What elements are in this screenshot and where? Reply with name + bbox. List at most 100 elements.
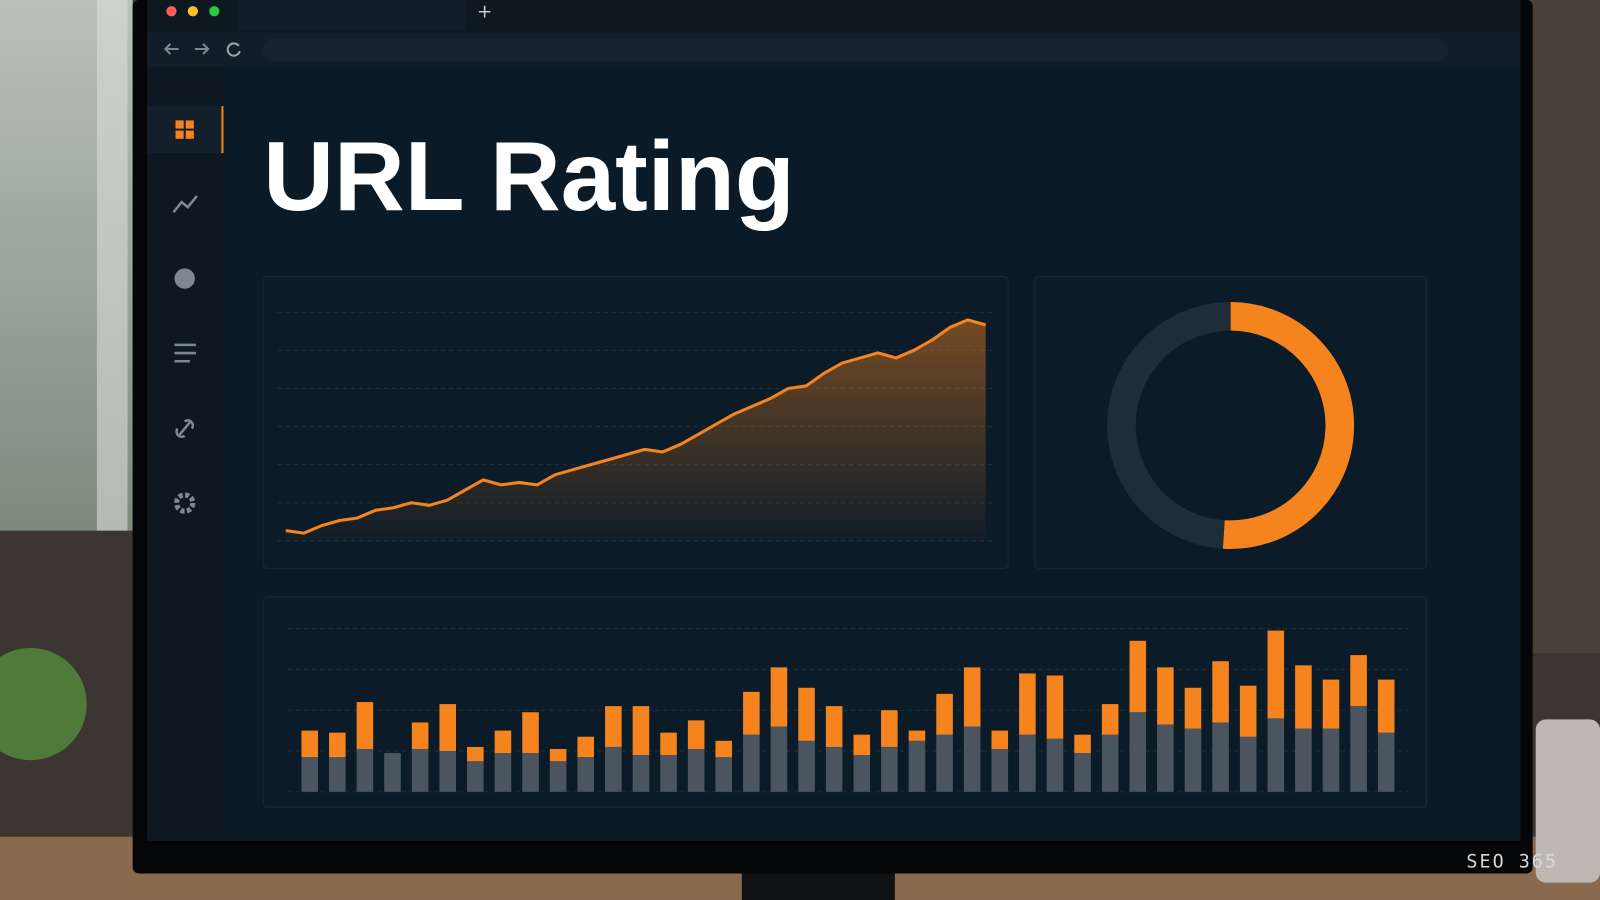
bar-segment: [715, 757, 733, 792]
bar-segment: [1377, 679, 1395, 733]
back-button[interactable]: [163, 43, 179, 55]
bar-segment: [715, 740, 733, 758]
bar-segment: [467, 746, 484, 762]
active-indicator: [221, 106, 224, 154]
bar-segment: [467, 761, 484, 792]
donut-segment: [1222, 302, 1355, 549]
window-frame: [96, 0, 128, 531]
bar-segment: [301, 730, 318, 758]
bar-segment: [1046, 675, 1064, 739]
bar-segment: [1267, 630, 1285, 719]
dashboard-icon[interactable]: [175, 120, 194, 139]
bar-segment: [798, 740, 815, 792]
bar-segment: [687, 748, 705, 792]
reload-button[interactable]: [226, 42, 241, 57]
bar-segment: [1295, 665, 1312, 729]
bar-segment: [494, 753, 512, 792]
bar-segment: [439, 751, 457, 792]
forward-button[interactable]: [194, 43, 210, 55]
bar-segment: [687, 720, 705, 749]
bar-segment: [1129, 640, 1147, 713]
bar-segment: [577, 757, 595, 792]
bar-segment: [522, 712, 539, 754]
bar-segment: [1184, 728, 1202, 792]
plant: [0, 647, 87, 761]
bar-segment: [1074, 753, 1091, 792]
bar-segment: [1295, 728, 1312, 792]
maximize-button[interactable]: [209, 6, 220, 17]
bar-segment: [1212, 661, 1229, 723]
bar-segment: [549, 748, 567, 762]
bar-segment: [825, 706, 843, 747]
bar-segment: [991, 730, 1009, 749]
bar-segment: [1101, 704, 1119, 735]
bar-segment: [1239, 736, 1257, 792]
bar-segment: [936, 693, 953, 735]
tab[interactable]: [236, 0, 467, 31]
bar-segment: [605, 706, 622, 747]
bar-segment: [1074, 734, 1091, 754]
page-title: URL Rating: [263, 121, 794, 231]
bar-segment: [1019, 734, 1036, 792]
bar-segment: [1129, 712, 1147, 792]
pie-icon[interactable]: [174, 268, 195, 289]
bar-segment: [743, 691, 760, 735]
bar-segment: [908, 740, 926, 792]
mug: [1535, 719, 1600, 883]
bar-segment: [605, 746, 622, 792]
trends-icon[interactable]: [172, 195, 198, 214]
bar-segment: [660, 755, 677, 792]
address-bar[interactable]: [262, 38, 1448, 62]
bar-segment: [329, 732, 346, 758]
bar-segment: [549, 761, 567, 792]
bar-segment: [1322, 679, 1340, 729]
sidebar-active[interactable]: [146, 106, 223, 154]
bar-segment: [356, 748, 374, 792]
bar-segment: [991, 748, 1009, 792]
bar-segment: [936, 734, 953, 792]
watermark: SEO 365: [1466, 851, 1558, 872]
link-icon[interactable]: [175, 419, 195, 438]
bar-segment: [1046, 738, 1064, 792]
bar-segment: [825, 746, 843, 792]
bar-segment: [494, 730, 512, 754]
line: [285, 318, 987, 535]
bar-segment: [1157, 667, 1174, 725]
line-area: [285, 319, 986, 541]
bar-segment: [1184, 687, 1202, 729]
bar-segment: [881, 746, 898, 792]
bar-segment: [1157, 724, 1174, 792]
settings-icon[interactable]: [173, 492, 196, 514]
bar-segment: [384, 753, 401, 792]
bar-segment: [1019, 673, 1036, 735]
bar-segment: [356, 702, 374, 749]
donut-segment: [1107, 302, 1231, 549]
minimize-button[interactable]: [187, 6, 198, 17]
bar-segment: [439, 704, 457, 752]
bar-segment: [1377, 732, 1395, 792]
bar-segment: [1101, 734, 1119, 792]
bar-segment: [881, 710, 898, 747]
bar-segment: [798, 687, 815, 741]
bar-segment: [743, 734, 760, 792]
bar-segment: [329, 757, 346, 792]
bar-segment: [522, 753, 539, 792]
bar-segment: [853, 734, 871, 756]
close-button[interactable]: [166, 6, 177, 17]
bar-segment: [632, 755, 650, 792]
bar-segment: [963, 667, 981, 727]
monitor-stand: [741, 873, 895, 900]
new-tab-button[interactable]: +: [477, 1, 492, 22]
shelf: [1530, 0, 1600, 654]
bar-segment: [301, 757, 318, 792]
bar-segment: [853, 755, 871, 792]
bar-segment: [660, 732, 677, 756]
list-icon[interactable]: [174, 343, 196, 363]
sidebar: [146, 67, 225, 841]
bar-segment: [411, 748, 429, 792]
bar-segment: [963, 726, 981, 792]
bar-segment: [770, 667, 788, 727]
bar-segment: [411, 722, 429, 749]
bar-segment: [577, 736, 595, 758]
